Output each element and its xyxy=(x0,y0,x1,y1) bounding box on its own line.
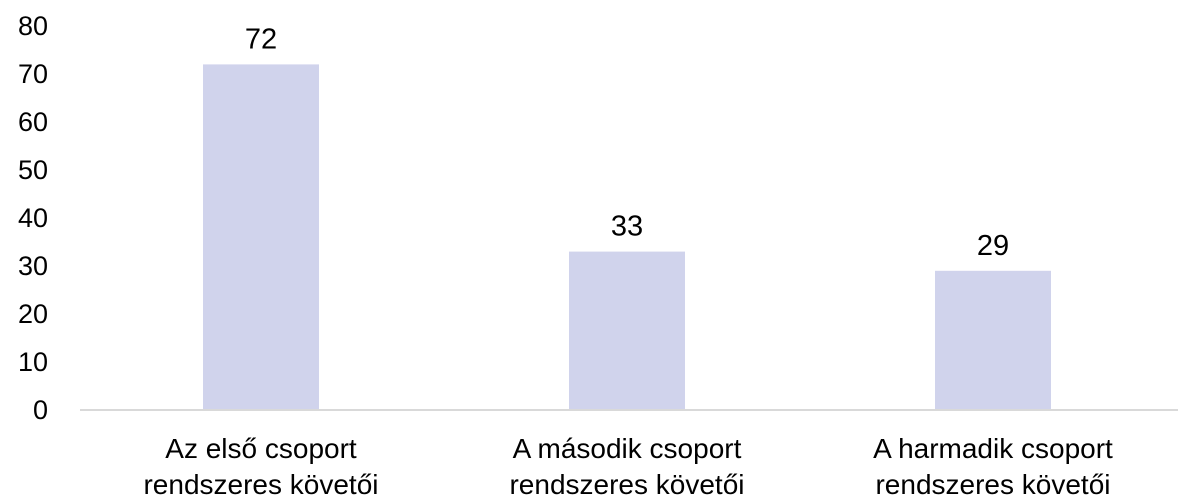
y-axis: 0 10 20 30 40 50 60 70 80 xyxy=(18,11,48,425)
y-tick-label: 80 xyxy=(18,11,48,41)
y-tick-label: 60 xyxy=(18,107,48,137)
data-label: 29 xyxy=(977,230,1009,262)
y-tick-label: 50 xyxy=(18,155,48,185)
x-category-label-line: rendszeres követői xyxy=(143,469,378,498)
y-tick-label: 40 xyxy=(18,203,48,233)
data-labels: 72 33 29 xyxy=(245,23,1009,261)
data-label: 72 xyxy=(245,23,277,55)
bar xyxy=(203,64,319,411)
data-label: 33 xyxy=(611,211,643,243)
y-tick-label: 70 xyxy=(18,59,48,89)
x-category-label-line: Az első csoport xyxy=(165,433,357,464)
x-category-label: Az első csoport rendszeres követői xyxy=(143,433,378,498)
x-category-label-line: A harmadik csoport xyxy=(873,433,1113,464)
bar xyxy=(569,251,685,410)
x-category-label: A második csoport rendszeres követői xyxy=(509,433,744,498)
y-tick-label: 30 xyxy=(18,251,48,281)
x-category-label-line: A második csoport xyxy=(513,433,742,464)
x-category-label-line: rendszeres követői xyxy=(875,469,1110,498)
y-tick-label: 20 xyxy=(18,299,48,329)
y-tick-label: 0 xyxy=(33,395,48,425)
x-category-label-line: rendszeres követői xyxy=(509,469,744,498)
bars xyxy=(203,64,1051,411)
bar xyxy=(935,270,1051,410)
y-tick-label: 10 xyxy=(18,347,48,377)
x-category-label: A harmadik csoport rendszeres követői xyxy=(873,433,1113,498)
